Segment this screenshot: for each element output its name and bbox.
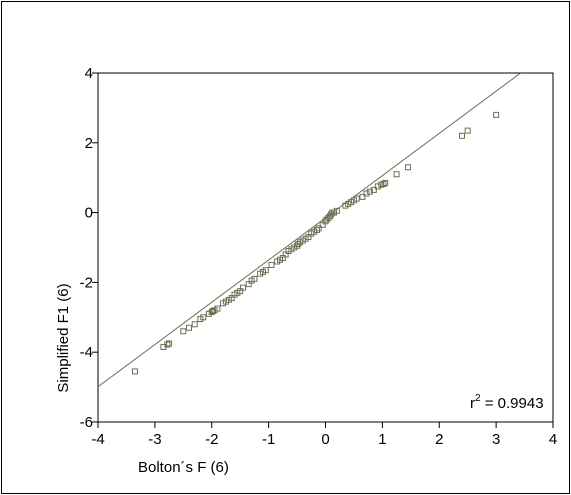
- data-point: [186, 324, 192, 331]
- data-point: [459, 132, 465, 139]
- data-point: [359, 193, 366, 200]
- y-axis-ticks: -6 -4 -2 0 2 4: [80, 65, 98, 431]
- y-tick-label: 0: [85, 205, 93, 222]
- data-point: [333, 207, 340, 214]
- x-axis-ticks: -4 -3 -2 -1 0 1 2 3 4: [91, 422, 557, 448]
- data-point: [353, 195, 360, 202]
- data-point: [180, 328, 187, 335]
- data-point: [464, 127, 471, 134]
- data-point: [363, 190, 370, 197]
- data-point: [380, 180, 387, 187]
- x-tick-label: 2: [435, 431, 443, 448]
- x-tick-label: -2: [205, 431, 218, 448]
- r-squared-prefix: r: [470, 395, 475, 412]
- data-point: [240, 284, 247, 291]
- data-point: [323, 216, 330, 223]
- x-tick-label: 1: [378, 431, 386, 448]
- data-point: [295, 241, 302, 248]
- data-point: [166, 340, 173, 347]
- data-point: [374, 183, 381, 190]
- r-squared-annotation: r2 = 0.9943: [470, 393, 544, 412]
- data-point: [404, 164, 411, 171]
- r-squared-superscript: 2: [475, 393, 481, 404]
- y-axis-label: Simplified F1 (6): [55, 283, 72, 392]
- x-tick-label: -1: [262, 431, 275, 448]
- x-tick-label: 0: [321, 431, 329, 448]
- plot-area: [97, 72, 554, 423]
- data-point: [251, 275, 258, 282]
- data-point: [262, 267, 269, 274]
- data-point: [382, 179, 389, 186]
- data-point: [315, 225, 322, 232]
- y-tick-label: -4: [80, 344, 93, 361]
- x-tick-label: 4: [549, 431, 557, 448]
- plot-border: [97, 72, 554, 423]
- x-axis-label: Bolton´s F (6): [138, 459, 229, 476]
- data-point: [268, 261, 275, 268]
- x-tick-label: 3: [492, 431, 500, 448]
- data-point: [366, 188, 373, 195]
- data-point: [313, 227, 320, 234]
- y-tick-label: 4: [85, 65, 93, 82]
- data-point: [493, 111, 500, 118]
- x-tick-label: -4: [91, 431, 104, 448]
- data-points: [131, 111, 500, 375]
- r-squared-value: = 0.9943: [481, 395, 544, 412]
- data-point: [214, 305, 221, 312]
- y-tick-label: -2: [80, 274, 93, 291]
- data-point: [370, 186, 377, 193]
- y-tick-label: 2: [85, 135, 93, 152]
- x-tick-label: -3: [148, 431, 161, 448]
- data-point: [191, 321, 198, 328]
- data-point: [131, 368, 138, 375]
- y-tick-label: -6: [80, 414, 93, 431]
- data-point: [200, 314, 207, 321]
- data-point: [393, 171, 400, 178]
- data-point: [164, 341, 171, 348]
